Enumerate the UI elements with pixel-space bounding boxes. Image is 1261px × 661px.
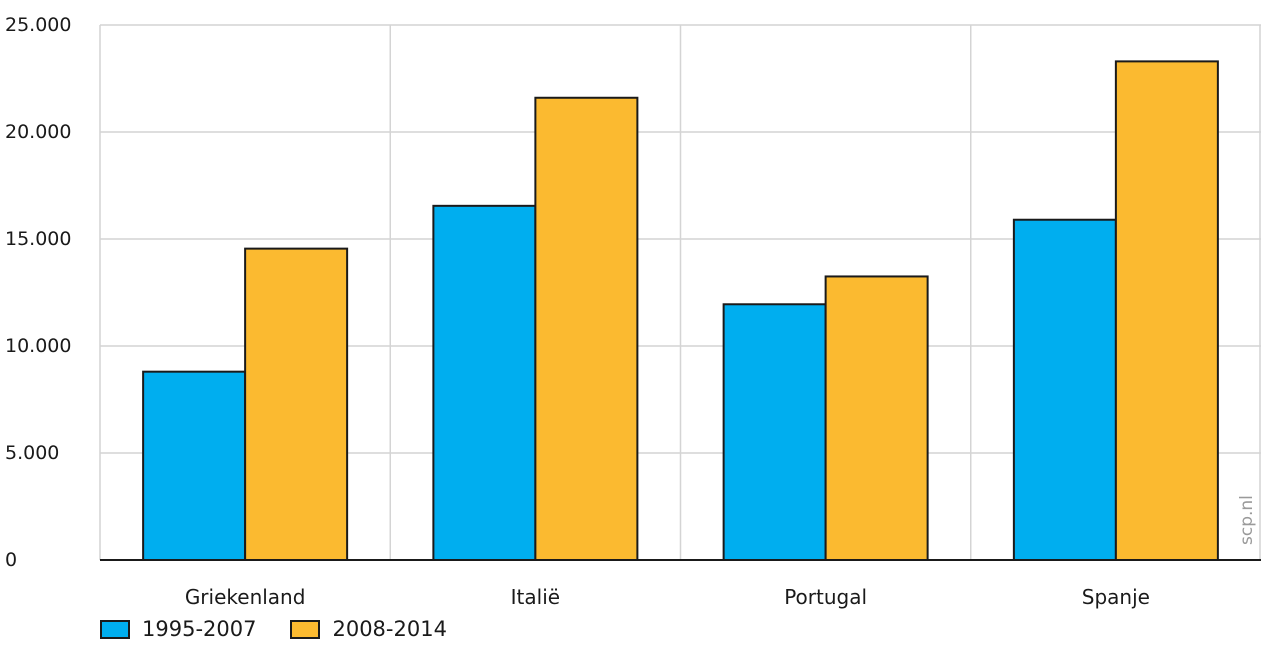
legend-label-series-2: 2008-2014 [332,617,447,641]
watermark-text: scp.nl [1237,495,1257,545]
x-tick-label: Spanje [1082,585,1150,609]
bar-1-2 [722,303,827,561]
bar-1-0 [142,370,247,561]
legend-item-series-2: 2008-2014 [290,617,447,641]
legend-item-series-1: 1995-2007 [100,617,256,641]
x-tick-labels: Griekenland Italië Portugal Spanje [185,585,1150,609]
bar-2-2 [824,275,929,561]
legend: 1995-2007 2008-2014 [100,617,481,641]
bar-2-0 [244,247,349,561]
y-tick-label: 25.000 [5,14,71,36]
x-tick-label: Italië [511,585,560,609]
y-tick-label: 5.000 [5,442,59,464]
y-tick-label: 0 [5,549,17,571]
y-tick-label: 15.000 [5,228,71,250]
legend-label-series-1: 1995-2007 [142,617,257,641]
legend-swatch-series-1 [100,619,130,639]
x-tick-label: Griekenland [185,585,306,609]
bar-2-3 [1114,60,1219,561]
x-tick-label: Portugal [784,585,867,609]
legend-swatch-series-2 [290,619,321,639]
y-tick-labels: 0 5.000 10.000 15.000 20.000 25.000 [5,14,71,571]
bar-2-1 [534,96,639,561]
bar-1-1 [432,204,537,562]
bar-1-3 [1012,218,1117,562]
y-tick-label: 10.000 [5,335,71,357]
y-tick-label: 20.000 [5,121,71,143]
